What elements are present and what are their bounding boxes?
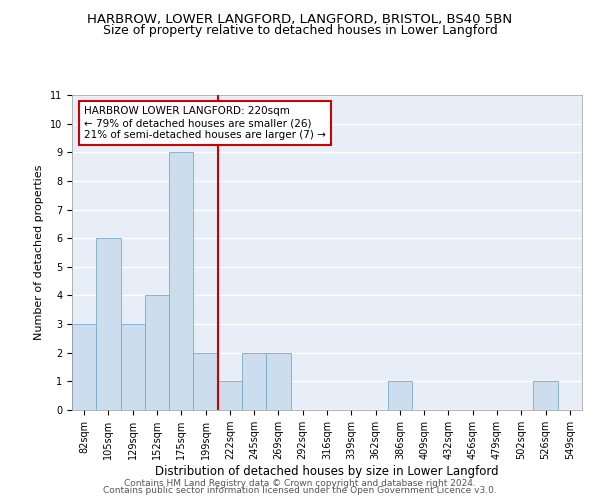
- Bar: [121, 324, 145, 410]
- Bar: [193, 352, 218, 410]
- Text: HARBROW LOWER LANGFORD: 220sqm
← 79% of detached houses are smaller (26)
21% of : HARBROW LOWER LANGFORD: 220sqm ← 79% of …: [85, 106, 326, 140]
- Y-axis label: Number of detached properties: Number of detached properties: [34, 165, 44, 340]
- Bar: [169, 152, 193, 410]
- Bar: [218, 382, 242, 410]
- Bar: [242, 352, 266, 410]
- Text: Contains public sector information licensed under the Open Government Licence v3: Contains public sector information licen…: [103, 486, 497, 495]
- Bar: [145, 296, 169, 410]
- Text: Size of property relative to detached houses in Lower Langford: Size of property relative to detached ho…: [103, 24, 497, 37]
- Text: Contains HM Land Registry data © Crown copyright and database right 2024.: Contains HM Land Registry data © Crown c…: [124, 478, 476, 488]
- Bar: [96, 238, 121, 410]
- Text: HARBROW, LOWER LANGFORD, LANGFORD, BRISTOL, BS40 5BN: HARBROW, LOWER LANGFORD, LANGFORD, BRIST…: [88, 12, 512, 26]
- Bar: [72, 324, 96, 410]
- Bar: [388, 382, 412, 410]
- Bar: [266, 352, 290, 410]
- X-axis label: Distribution of detached houses by size in Lower Langford: Distribution of detached houses by size …: [155, 465, 499, 478]
- Bar: [533, 382, 558, 410]
